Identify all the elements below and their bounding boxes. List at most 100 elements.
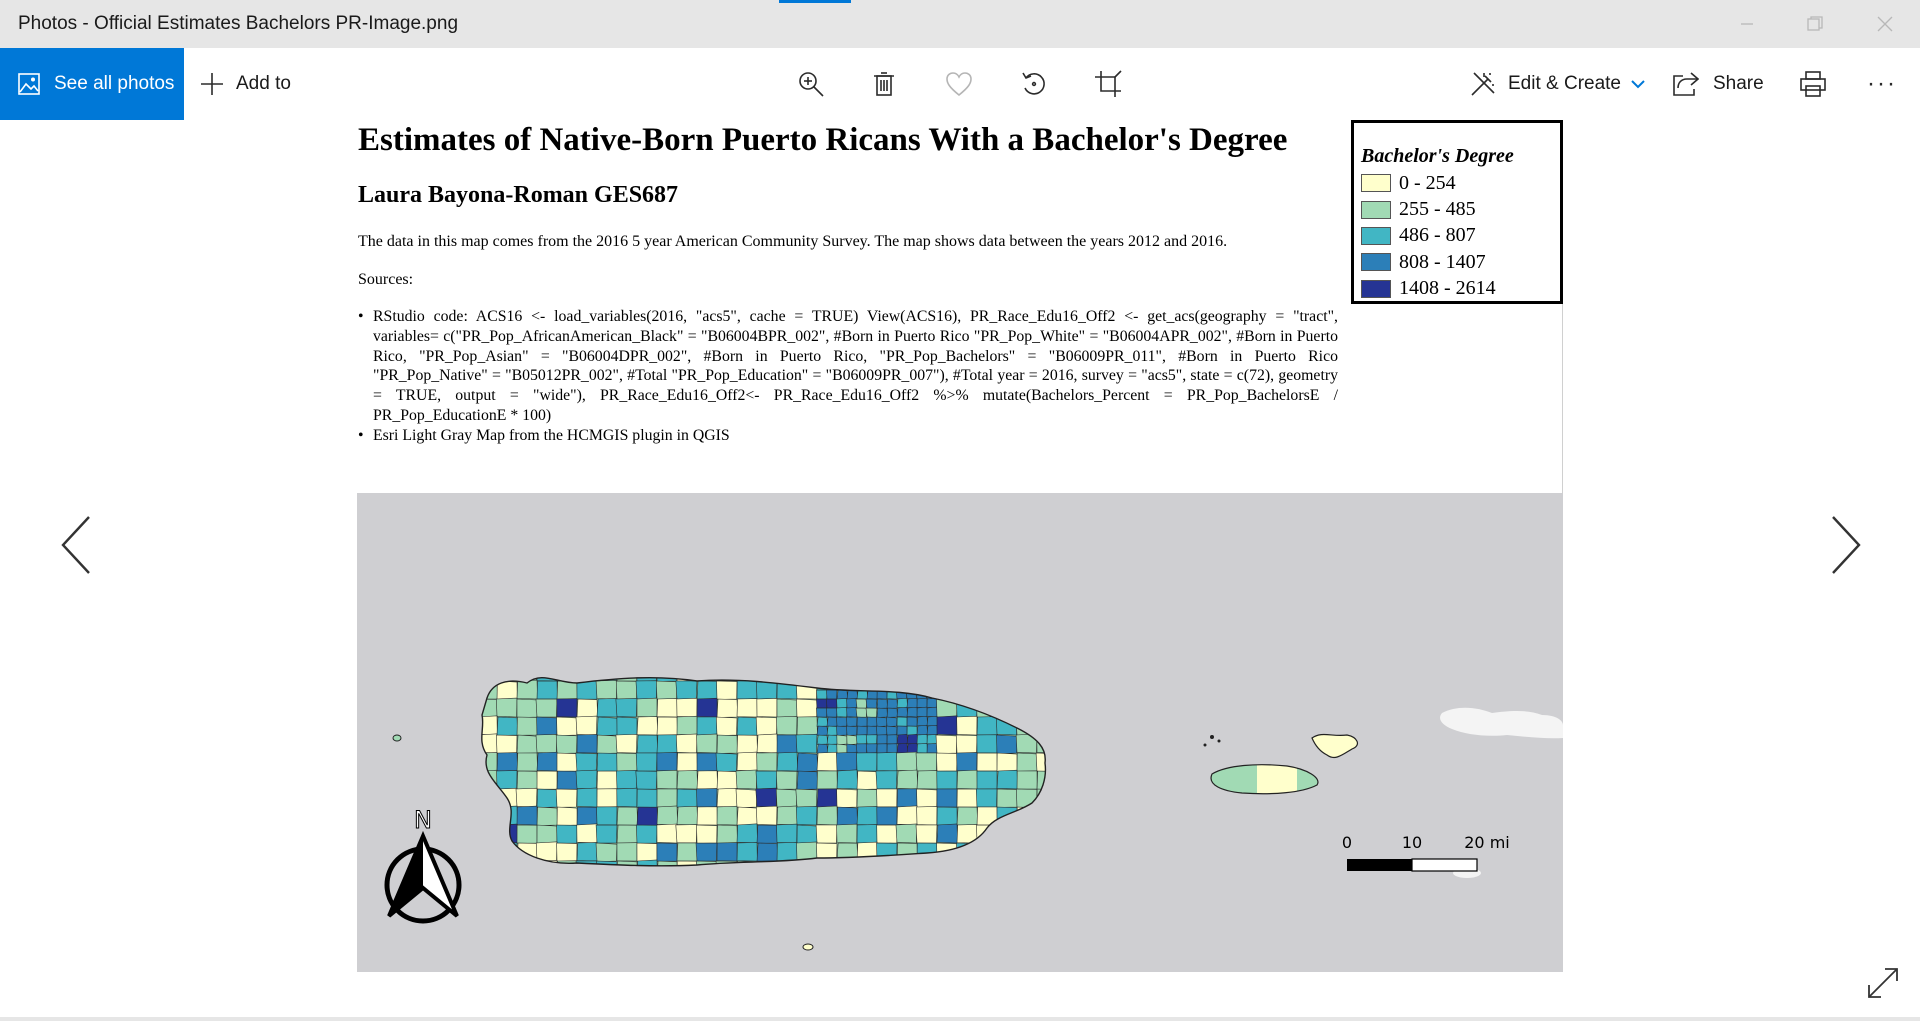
census-tract <box>906 706 918 718</box>
census-tract <box>716 787 739 808</box>
census-tract <box>816 743 829 754</box>
census-tract <box>826 725 839 736</box>
census-tract <box>866 677 878 682</box>
census-tract <box>896 706 908 718</box>
census-tract <box>896 742 909 754</box>
islet <box>1210 735 1214 739</box>
census-tract <box>976 734 998 754</box>
census-tract <box>847 663 857 672</box>
census-tract <box>896 725 908 736</box>
displayed-image: Estimates of Native-Born Puerto Ricans W… <box>357 120 1563 972</box>
zoom-button[interactable] <box>793 66 829 102</box>
more-options-button[interactable]: ··· <box>1862 66 1902 102</box>
census-tract <box>936 770 958 790</box>
census-tract <box>896 751 918 772</box>
census-tract <box>996 715 1018 736</box>
full-screen-button[interactable] <box>1866 966 1900 1000</box>
legend-classes: 0 - 254 255 - 485 486 - 807 808 - 1407 1… <box>1361 170 1560 302</box>
census-tract <box>865 734 878 745</box>
census-tract <box>896 788 918 808</box>
census-tract <box>866 716 878 727</box>
census-tract <box>616 842 638 862</box>
census-tract <box>936 677 958 682</box>
census-tract <box>915 680 928 691</box>
census-tract <box>915 860 938 866</box>
census-tract <box>675 680 698 700</box>
census-tract <box>676 788 698 808</box>
census-tract <box>635 770 658 790</box>
census-tract <box>996 752 1018 773</box>
rotate-button[interactable] <box>1016 66 1052 102</box>
census-tract <box>996 734 1018 755</box>
census-tract <box>876 788 898 808</box>
census-tract <box>916 697 928 709</box>
census-tract <box>656 842 678 862</box>
census-tract <box>795 680 818 700</box>
rotate-icon <box>1022 72 1045 95</box>
census-tract <box>876 806 898 826</box>
census-tract <box>796 677 818 682</box>
census-tract <box>775 677 798 682</box>
photo-gallery-icon <box>18 73 40 95</box>
census-tract <box>716 734 738 754</box>
map-canvas: N 0 10 20 mi <box>384 662 1563 951</box>
census-tract <box>575 715 598 736</box>
census-tract <box>916 743 928 754</box>
census-tract <box>1016 752 1038 772</box>
census-tract <box>975 788 998 808</box>
census-tract <box>886 698 898 709</box>
census-tract <box>856 725 868 736</box>
minimize-button[interactable] <box>1712 0 1782 48</box>
census-tract <box>575 677 598 682</box>
maximize-button[interactable] <box>1780 0 1850 48</box>
census-tract <box>496 697 518 718</box>
census-tract <box>556 806 578 827</box>
census-tract <box>756 842 779 862</box>
north-label: N <box>414 806 432 834</box>
census-tract <box>696 697 718 718</box>
census-tract <box>876 734 888 745</box>
legend-label: 0 - 254 <box>1399 171 1456 194</box>
chevron-down-icon <box>1631 80 1645 89</box>
census-tract <box>481 677 498 683</box>
census-tract <box>496 752 518 772</box>
census-tract <box>756 677 779 682</box>
census-tract <box>996 788 1018 808</box>
share-button[interactable]: Share <box>1673 48 1764 120</box>
crop-button[interactable] <box>1090 66 1126 102</box>
census-tract <box>1016 677 1038 682</box>
close-icon <box>1877 16 1893 32</box>
census-tract <box>776 734 798 754</box>
census-tract <box>875 770 898 790</box>
census-tract <box>616 824 639 844</box>
see-all-photos-button[interactable]: See all photos <box>0 48 184 120</box>
add-to-button[interactable]: Add to <box>200 48 291 120</box>
census-tract <box>576 787 598 808</box>
census-tract <box>846 725 858 736</box>
chevron-right-icon <box>1832 516 1861 574</box>
census-tract <box>875 677 888 682</box>
sources-label: Sources: <box>358 271 414 288</box>
census-tract <box>715 752 738 773</box>
close-button[interactable] <box>1850 0 1920 48</box>
census-tract <box>836 677 848 682</box>
favorite-button[interactable] <box>941 66 977 102</box>
census-tract <box>876 743 888 754</box>
census-tract <box>636 859 658 866</box>
census-tract <box>976 677 998 682</box>
delete-button[interactable] <box>866 66 902 102</box>
census-tract <box>956 842 978 862</box>
map-description: The data in this map comes from the 2016… <box>358 233 1228 250</box>
census-tract <box>556 677 579 683</box>
census-tract <box>855 743 868 754</box>
census-tract <box>936 752 958 772</box>
census-tract <box>886 662 897 672</box>
census-tract <box>865 707 878 718</box>
next-photo-button[interactable] <box>1826 512 1866 578</box>
previous-photo-button[interactable] <box>56 512 96 578</box>
legend-label: 1408 - 2614 <box>1399 277 1496 300</box>
edit-create-button[interactable]: Edit & Create <box>1470 48 1645 120</box>
census-tract <box>836 707 848 718</box>
census-tract <box>866 680 879 691</box>
print-button[interactable] <box>1795 66 1831 102</box>
